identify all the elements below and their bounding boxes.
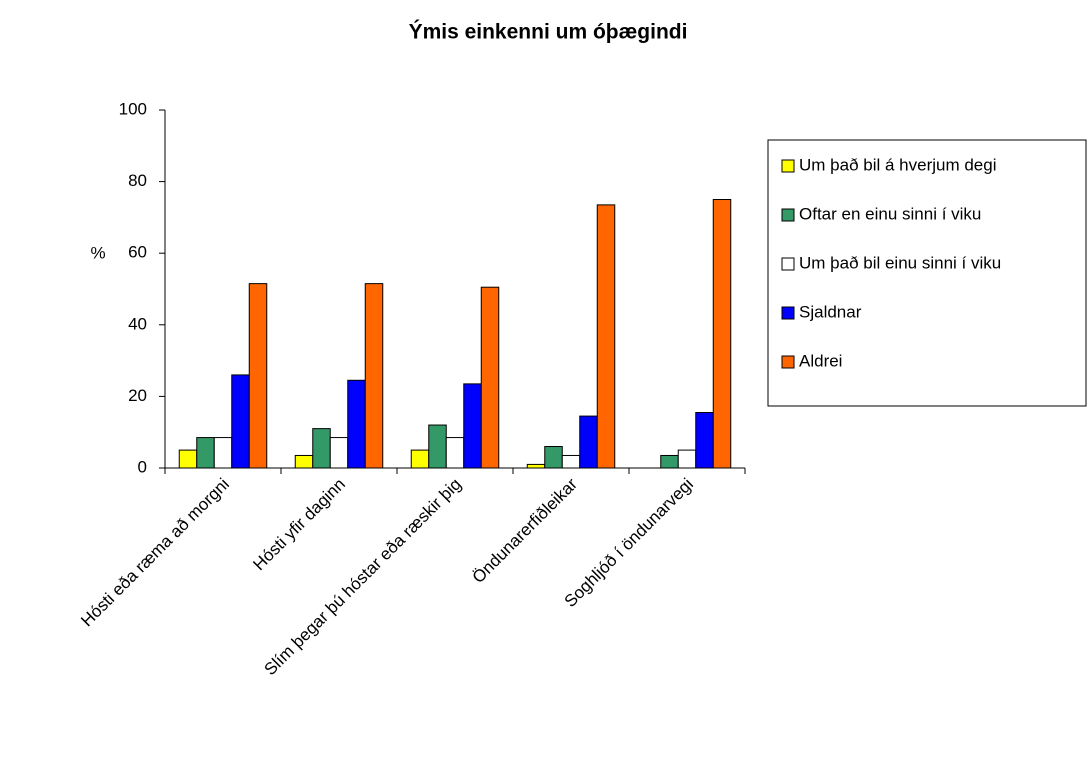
legend-label: Um það bil á hverjum degi	[799, 155, 996, 174]
bar	[544, 446, 563, 469]
bar	[445, 437, 465, 469]
y-tick-label: 20	[128, 386, 147, 405]
bar	[463, 383, 482, 469]
bar	[480, 286, 500, 469]
x-tick-label: Slím þegar þú hóstar eða ræskir þig	[260, 475, 465, 680]
bar	[196, 437, 215, 469]
bar	[312, 428, 331, 469]
legend-swatch	[781, 159, 795, 173]
y-tick-label: 40	[128, 314, 147, 333]
bar	[329, 437, 349, 469]
bar	[596, 204, 616, 469]
bar	[178, 449, 198, 469]
legend-label: Aldrei	[799, 351, 842, 370]
bar	[712, 199, 732, 469]
bar	[561, 454, 581, 469]
y-axis-label: %	[90, 243, 105, 262]
x-tick-label: Hósti yfir daginn	[249, 475, 349, 575]
x-tick-label: Öndunarerfiðleikar	[469, 474, 582, 587]
bar	[347, 379, 366, 469]
bar	[428, 424, 447, 469]
legend-box	[767, 139, 1087, 407]
legend-swatch	[781, 208, 795, 222]
legend-swatch	[781, 355, 795, 369]
x-tick-label: Hósti eða ræma að morgni	[77, 475, 233, 631]
bar	[579, 415, 598, 469]
bar	[364, 283, 384, 469]
bar	[660, 454, 679, 469]
bar	[695, 412, 714, 469]
y-tick-label: 0	[138, 457, 147, 476]
bar	[410, 449, 430, 469]
y-tick-label: 60	[128, 243, 147, 262]
legend-label: Um það bil einu sinni í viku	[799, 253, 1001, 272]
bar	[213, 437, 233, 469]
y-tick-label: 80	[128, 171, 147, 190]
bar	[248, 283, 268, 469]
bar	[526, 463, 546, 469]
chart-title: Ýmis einkenni um óþægindi	[409, 20, 688, 44]
bar	[231, 374, 250, 469]
legend-label: Oftar en einu sinni í viku	[799, 204, 981, 223]
legend-swatch	[781, 257, 795, 271]
x-tick-label: Soghljóð í öndunarvegi	[561, 475, 697, 611]
bar	[294, 454, 314, 469]
legend-swatch	[781, 306, 795, 320]
y-tick-label: 100	[119, 99, 147, 118]
bar	[677, 449, 697, 469]
legend-label: Sjaldnar	[799, 302, 862, 321]
